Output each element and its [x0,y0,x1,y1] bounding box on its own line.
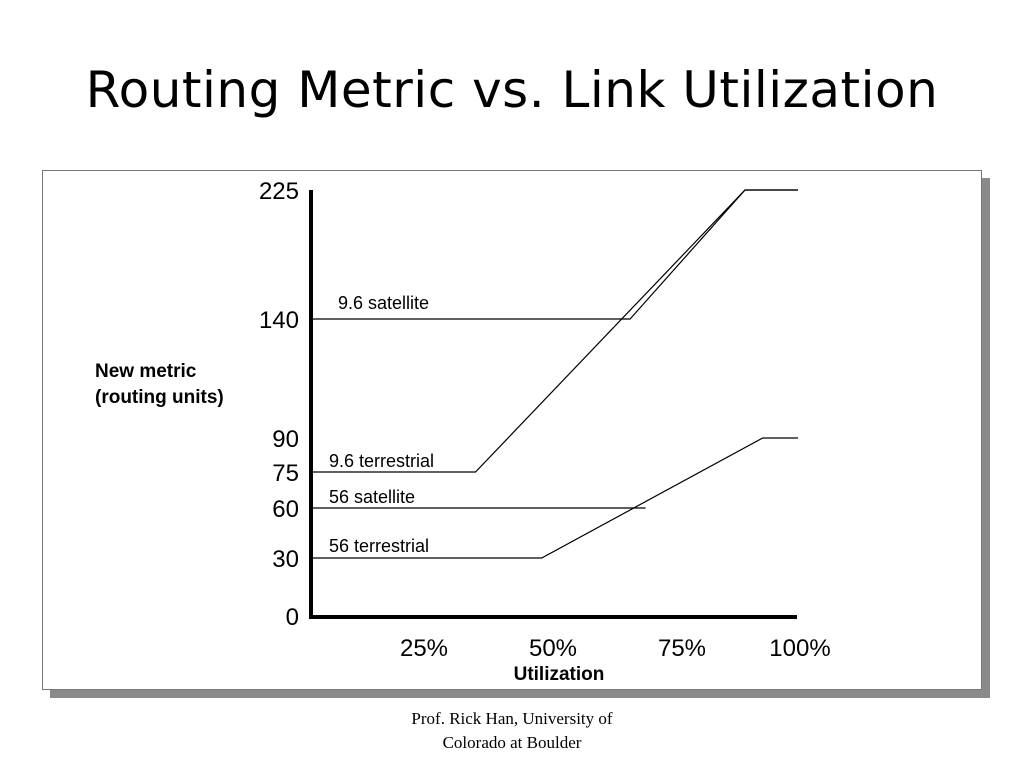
y-tick-label: 75 [272,460,299,487]
chart-frame [42,170,982,690]
x-tick-label: 75% [658,635,706,662]
y-axis-label-line-2: (routing units) [95,387,224,408]
y-tick-label: 90 [272,426,299,453]
y-tick-label: 225 [259,178,299,205]
y-tick-label: 140 [259,307,299,334]
series-label-9-6-terrestrial: 9.6 terrestrial [329,451,434,471]
series-layer [312,189,798,559]
series-line-56-terrestrial [312,437,798,559]
x-tick-label: 50% [529,635,577,662]
footer-line-1: Prof. Rick Han, University of [411,709,613,728]
y-axis-label-line-1: New metric [95,361,197,382]
series-line-9-6-terrestrial [312,189,798,473]
y-tick-label: 30 [272,546,299,573]
series-label-9-6-satellite: 9.6 satellite [338,293,429,313]
footer-credit: Prof. Rick Han, University of Colorado a… [362,707,662,755]
x-axis-label: Utilization [514,664,605,685]
y-axis-label: New metric (routing units) [95,359,265,411]
series-label-56-satellite: 56 satellite [329,487,415,507]
footer-line-2: Colorado at Boulder [442,733,582,752]
axis-layer [309,190,797,619]
x-tick-label: 100% [769,635,830,662]
tick-layer: 0 30 60 75 90 140 225 25% 50% 75% 100% Utilization [259,178,831,685]
y-tick-label: 60 [272,496,299,523]
slide-title: Routing Metric vs. Link Utilization [85,61,939,119]
series-label-layer: 9.6 satellite 9.6 terrestrial 56 satellite… [329,293,434,556]
y-tick-label: 0 [286,604,299,631]
series-label-56-terrestrial: 56 terrestrial [329,536,429,556]
x-tick-label: 25% [400,635,448,662]
